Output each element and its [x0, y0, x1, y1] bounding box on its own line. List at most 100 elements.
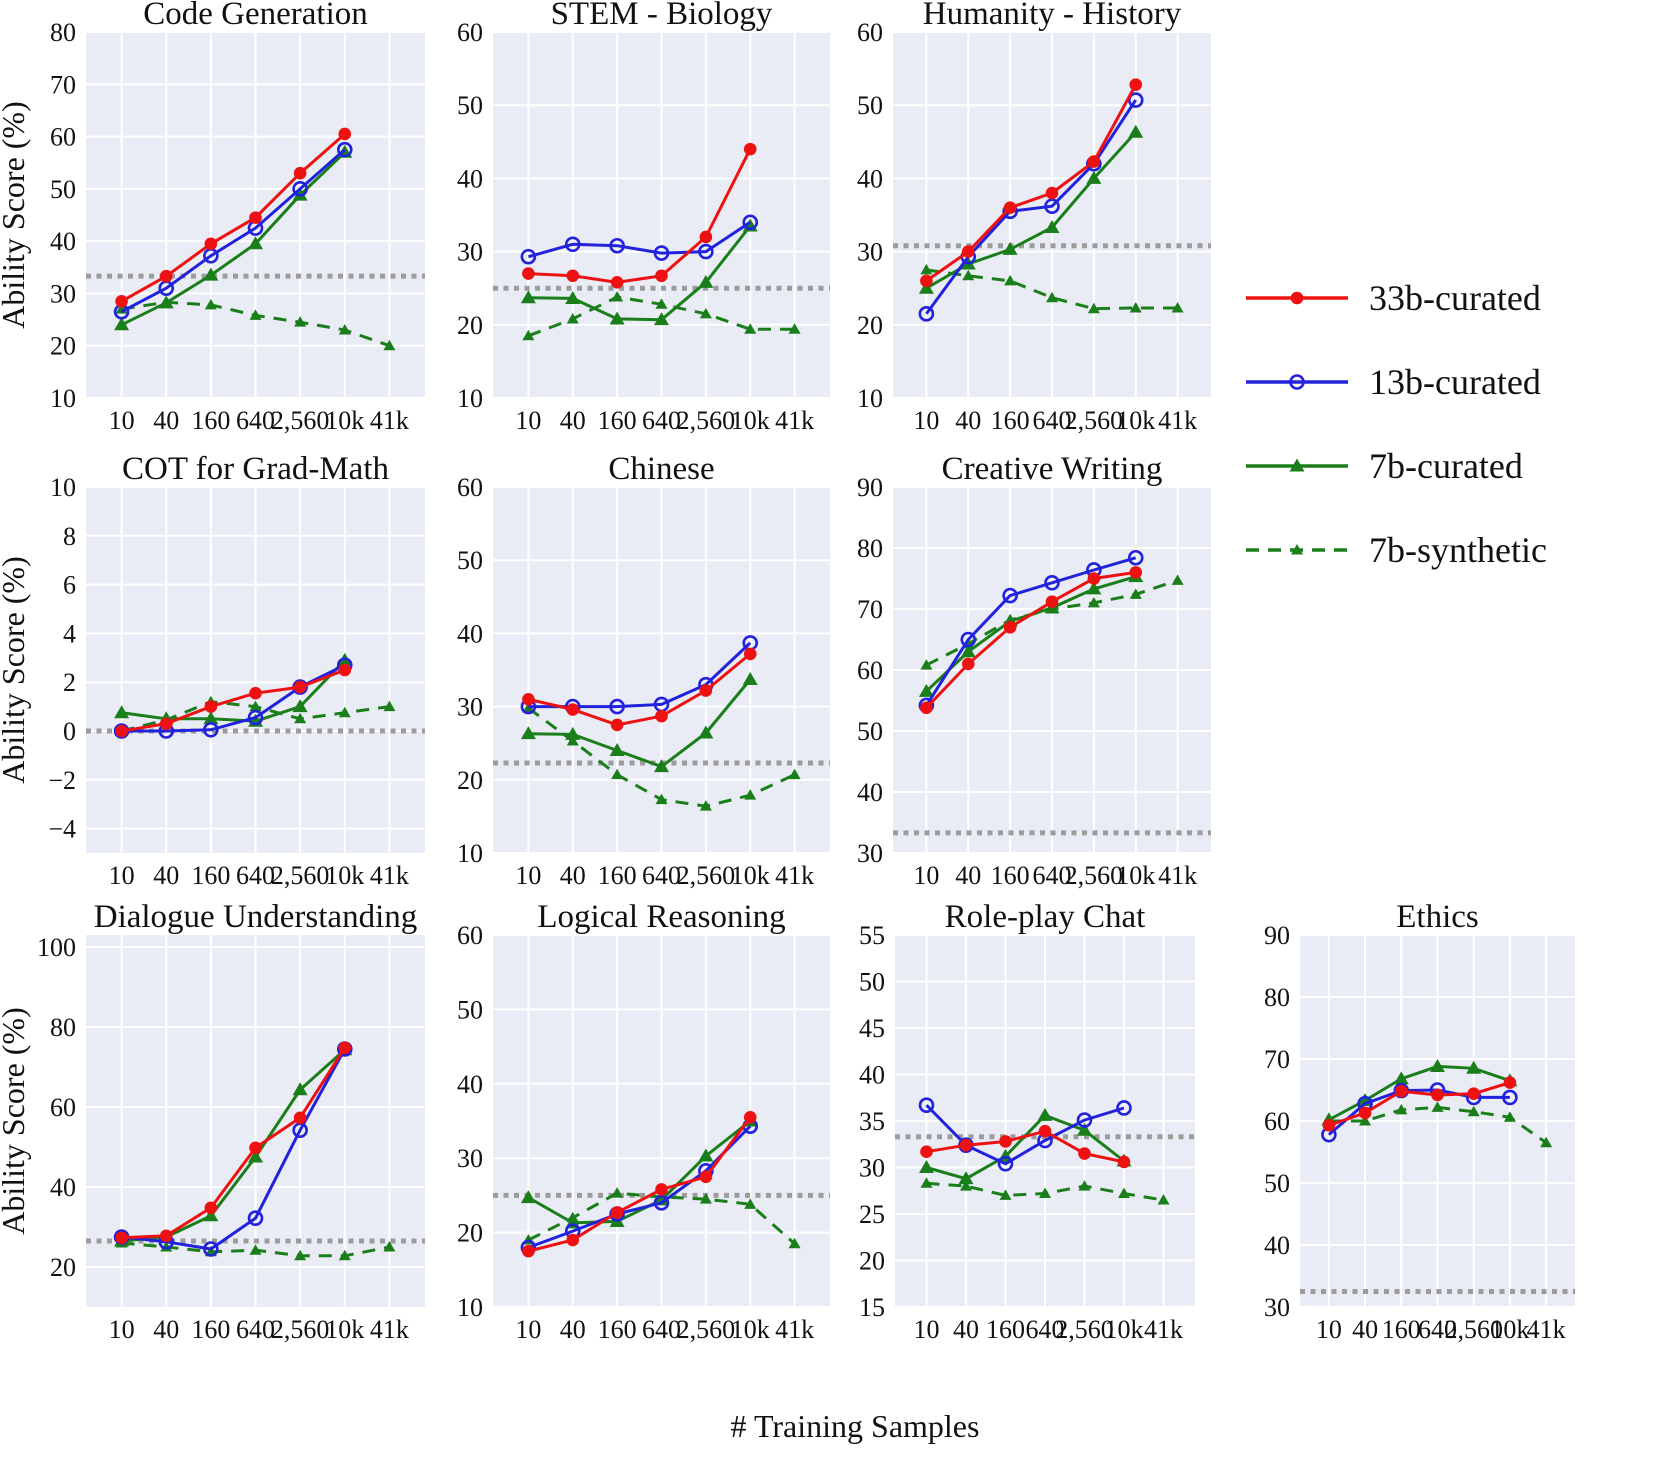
chart-chinese: 10 20 30 40 50 60 10 40 160 640 2,560 10k 41k Chinese [443, 451, 835, 912]
y-tick-label: 70 [1264, 1045, 1290, 1074]
series-13b-curated [918, 92, 1144, 322]
y-tick-label: 40 [457, 619, 483, 648]
y-tick-label: 55 [859, 921, 885, 950]
y-tick-label: 30 [1264, 1293, 1290, 1322]
data-point [959, 1138, 973, 1152]
series-33b-curated [1322, 1076, 1517, 1132]
data-point [159, 717, 173, 730]
x-tick-label: 640 [236, 406, 275, 435]
x-tick-label: 10 [109, 406, 135, 435]
data-point [1503, 1111, 1516, 1122]
series-line [528, 148, 752, 284]
y-tick-label: 60 [457, 921, 483, 950]
data-point [1087, 302, 1100, 314]
x-tick-label: 41k [775, 1315, 814, 1344]
y-tick-label: 50 [457, 91, 483, 120]
x-tick-label: 40 [955, 406, 981, 435]
data-point [338, 1041, 352, 1055]
series-33b-curated [115, 1041, 352, 1245]
data-point [1466, 1060, 1482, 1074]
data-point [1540, 1136, 1553, 1148]
data-point [1087, 572, 1101, 585]
y-tick-label: 40 [457, 164, 483, 193]
y-tick-label: 4 [63, 619, 76, 648]
chart-title: Role-play Chat [945, 903, 1146, 935]
chart-title: COT for Grad-Math [122, 455, 389, 487]
data-point [1087, 155, 1101, 168]
data-point [699, 1193, 712, 1204]
data-point [566, 703, 580, 716]
y-tick-label: 8 [63, 522, 76, 551]
chart-title: Code Generation [143, 0, 368, 32]
x-tick-label: 41k [775, 861, 814, 890]
x-tick-label: 2,560 [1444, 1315, 1503, 1344]
x-axis-label: # Training Samples [730, 1408, 980, 1444]
y-axis-label: Ability Score (%) [0, 556, 31, 784]
y-axis-label: Ability Score (%) [0, 1007, 31, 1235]
chart-dialogue-understanding: 20 40 60 80 100 10 40 160 640 2,560 10k 41k Dialogue… [0, 899, 432, 1375]
y-tick-label: 40 [857, 778, 883, 807]
y-tick-label: 60 [50, 1093, 76, 1122]
data-point [1503, 1076, 1517, 1089]
data-point [204, 1201, 218, 1215]
y-tick-label: 2 [63, 668, 76, 697]
chart-title: Logical Reasoning [537, 903, 785, 935]
data-point [1431, 1101, 1444, 1112]
y-tick-label: 20 [50, 332, 76, 361]
data-point [1038, 1124, 1052, 1138]
data-point [920, 1177, 933, 1188]
data-point [294, 316, 307, 327]
x-tick-label: 10k [731, 861, 770, 890]
x-tick-label: 40 [953, 1315, 979, 1344]
data-point [522, 329, 535, 341]
series-7b-curated [520, 672, 758, 773]
data-point [1118, 1187, 1130, 1199]
data-point [609, 743, 625, 757]
data-point [249, 700, 262, 712]
data-point [1127, 92, 1144, 108]
data-point [699, 307, 712, 319]
y-tick-label: 30 [859, 1154, 885, 1183]
data-point [383, 339, 396, 351]
data-point [610, 276, 624, 289]
data-point [960, 631, 977, 648]
data-point [1078, 1147, 1091, 1160]
y-tick-label: 60 [457, 473, 483, 502]
x-tick-label: 10 [515, 1315, 541, 1344]
data-point [699, 1170, 713, 1184]
data-point [565, 290, 581, 304]
x-tick-label: 10k [325, 406, 364, 435]
data-point [655, 709, 668, 723]
data-point [1044, 198, 1060, 215]
x-tick-label: 160 [1382, 1315, 1421, 1344]
x-tick-label: 640 [236, 861, 275, 890]
x-tick-label: 10k [1116, 406, 1155, 435]
series-7b-synthetic [920, 263, 1184, 314]
series-7b-synthetic [920, 1177, 1170, 1205]
legend-item-33b-curated: 33b-curated [1240, 268, 1547, 328]
data-point [292, 699, 308, 713]
data-point [1087, 596, 1100, 608]
x-tick-label: 640 [642, 1315, 681, 1344]
chart-title: STEM - Biology [551, 0, 773, 32]
x-tick-label: 2,560 [271, 861, 330, 890]
data-point [293, 1111, 307, 1125]
y-tick-label: 90 [1264, 921, 1290, 950]
data-point [522, 702, 535, 713]
chart-title: Creative Writing [942, 455, 1163, 487]
data-point [249, 309, 262, 320]
data-point [1322, 1119, 1336, 1132]
data-point [1431, 1088, 1444, 1102]
data-point [520, 290, 536, 304]
data-point [203, 267, 219, 281]
y-tick-label: 20 [859, 1247, 885, 1276]
x-tick-label: 40 [153, 406, 179, 435]
x-tick-label: 2,560 [271, 1315, 330, 1344]
data-point [960, 1180, 972, 1191]
y-tick-label: 20 [50, 1253, 76, 1282]
x-tick-label: 41k [1158, 861, 1197, 890]
y-tick-label: 70 [50, 70, 76, 99]
data-point [1077, 1122, 1092, 1136]
